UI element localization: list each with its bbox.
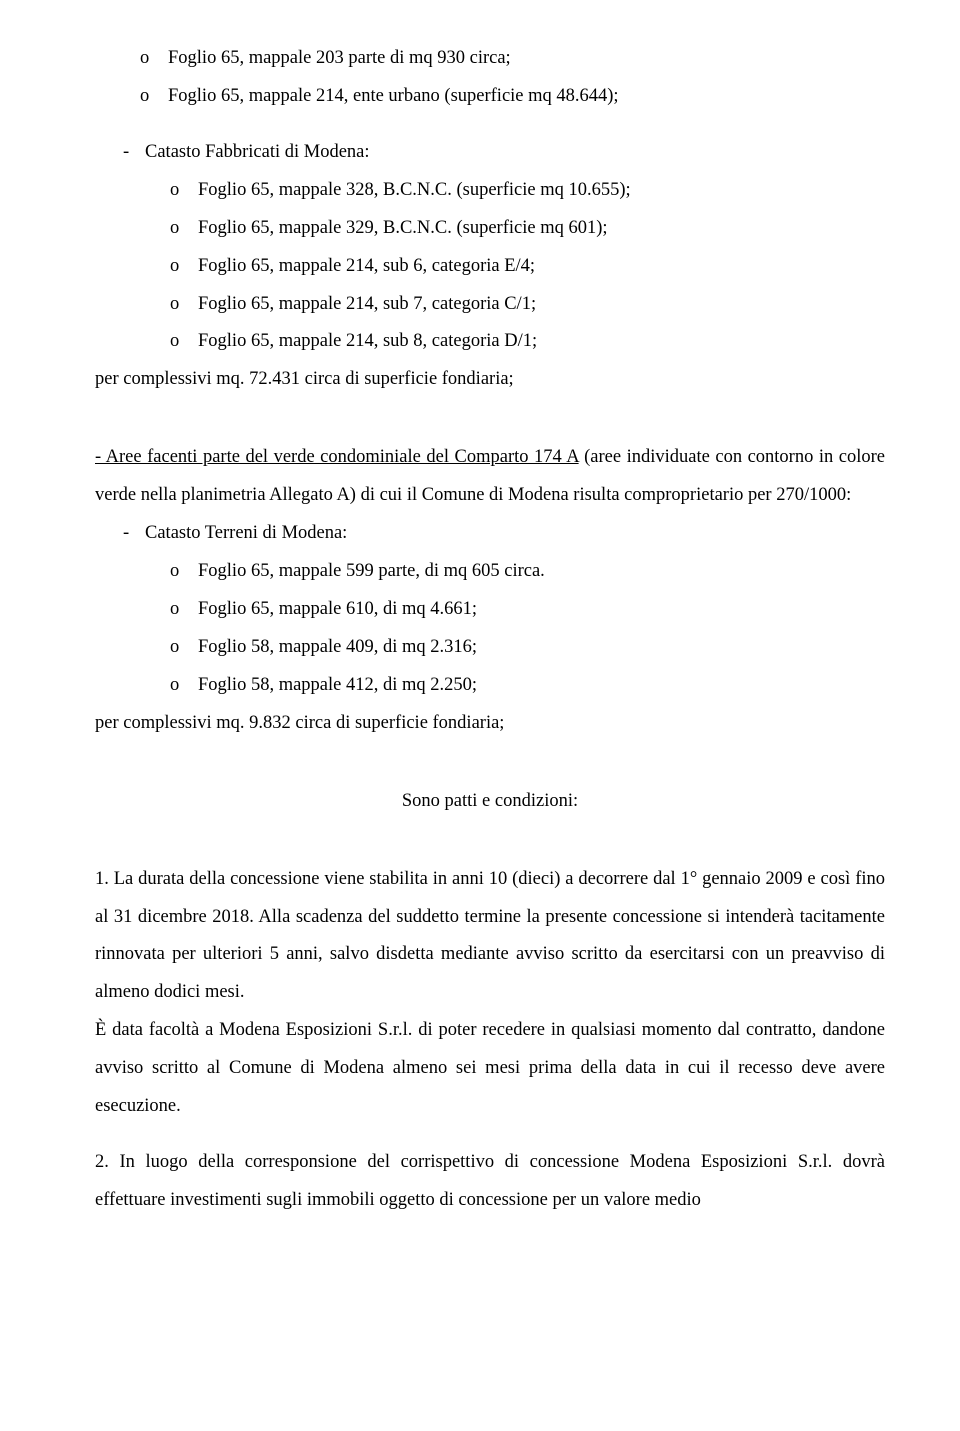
bullet-o-icon: o: [170, 210, 184, 248]
bullet-o-icon: o: [170, 667, 184, 705]
bullet-o-icon: o: [140, 78, 154, 116]
list-item-text: Foglio 65, mappale 329, B.C.N.C. (superf…: [198, 210, 608, 248]
list-item: o Foglio 58, mappale 409, di mq 2.316;: [95, 629, 885, 667]
list-item: o Foglio 65, mappale 610, di mq 4.661;: [95, 591, 885, 629]
list-item: o Foglio 65, mappale 214, ente urbano (s…: [95, 78, 885, 116]
list-item: o Foglio 58, mappale 412, di mq 2.250;: [95, 667, 885, 705]
list-item-text: Foglio 65, mappale 610, di mq 4.661;: [198, 591, 477, 629]
paragraph-1: 1. La durata della concessione viene sta…: [95, 861, 885, 1013]
list-item-text: Foglio 65, mappale 203 parte di mq 930 c…: [168, 40, 511, 78]
document-page: o Foglio 65, mappale 203 parte di mq 930…: [0, 0, 960, 1431]
aree-paragraph: - Aree facenti parte del verde condomini…: [95, 439, 885, 515]
patti-heading: Sono patti e condizioni:: [95, 783, 885, 821]
list-item: o Foglio 65, mappale 214, sub 6, categor…: [95, 248, 885, 286]
aree-lead-underline: - Aree facenti parte del verde condomini…: [95, 447, 579, 467]
list-item-text: Foglio 58, mappale 412, di mq 2.250;: [198, 667, 477, 705]
section-text: Catasto Fabbricati di Modena:: [145, 134, 370, 172]
list-item: o Foglio 65, mappale 203 parte di mq 930…: [95, 40, 885, 78]
paragraph-3: 2. In luogo della corresponsione del cor…: [95, 1144, 885, 1220]
list-item-text: Foglio 65, mappale 214, sub 8, categoria…: [198, 323, 537, 361]
bullet-o-icon: o: [170, 248, 184, 286]
complessivi-line: per complessivi mq. 72.431 circa di supe…: [95, 361, 885, 399]
section-heading-terreni: - Catasto Terreni di Modena:: [95, 515, 885, 553]
list-item: o Foglio 65, mappale 214, sub 7, categor…: [95, 286, 885, 324]
list-item: o Foglio 65, mappale 214, sub 8, categor…: [95, 323, 885, 361]
bullet-o-icon: o: [140, 40, 154, 78]
section-text: Catasto Terreni di Modena:: [145, 515, 347, 553]
complessivi-line-2: per complessivi mq. 9.832 circa di super…: [95, 705, 885, 743]
bullet-o-icon: o: [170, 172, 184, 210]
list-item-text: Foglio 65, mappale 599 parte, di mq 605 …: [198, 553, 545, 591]
bullet-o-icon: o: [170, 591, 184, 629]
bullet-o-icon: o: [170, 286, 184, 324]
paragraph-2: È data facoltà a Modena Esposizioni S.r.…: [95, 1012, 885, 1126]
section-heading-fabbricati: - Catasto Fabbricati di Modena:: [95, 134, 885, 172]
bullet-o-icon: o: [170, 553, 184, 591]
list-item-text: Foglio 65, mappale 328, B.C.N.C. (superf…: [198, 172, 631, 210]
bullet-o-icon: o: [170, 629, 184, 667]
list-item-text: Foglio 65, mappale 214, sub 6, categoria…: [198, 248, 535, 286]
dash-icon: -: [123, 134, 137, 172]
list-item-text: Foglio 65, mappale 214, sub 7, categoria…: [198, 286, 536, 324]
bullet-o-icon: o: [170, 323, 184, 361]
list-item-text: Foglio 65, mappale 214, ente urbano (sup…: [168, 78, 619, 116]
dash-icon: -: [123, 515, 137, 553]
list-item: o Foglio 65, mappale 328, B.C.N.C. (supe…: [95, 172, 885, 210]
list-item: o Foglio 65, mappale 329, B.C.N.C. (supe…: [95, 210, 885, 248]
list-item: o Foglio 65, mappale 599 parte, di mq 60…: [95, 553, 885, 591]
list-item-text: Foglio 58, mappale 409, di mq 2.316;: [198, 629, 477, 667]
